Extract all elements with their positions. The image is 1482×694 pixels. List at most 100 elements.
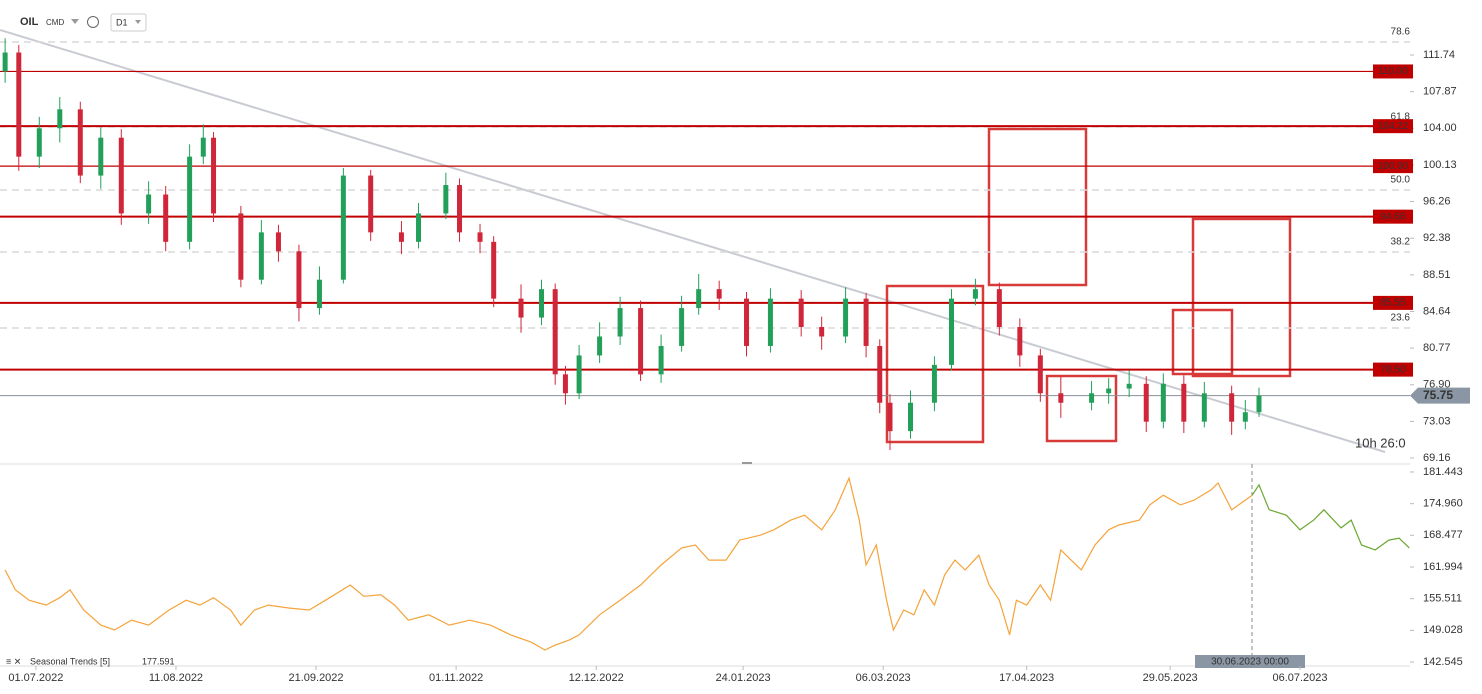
candle-body [597, 336, 603, 356]
fib-label: 38.2 [1391, 237, 1411, 248]
fib-label: 50.0 [1391, 175, 1411, 186]
candle-body [477, 232, 483, 242]
candle-body [258, 232, 264, 280]
y-tick-label: 96.26 [1423, 195, 1451, 207]
market: CMD [46, 18, 64, 27]
candle-body [340, 175, 346, 280]
x-tick-label: 01.07.2022 [8, 672, 63, 684]
level-label: 94.66 [1380, 211, 1405, 222]
y-tick-label: 174.960 [1423, 498, 1463, 510]
candle-body [163, 194, 169, 242]
y-tick-label: 84.64 [1423, 305, 1451, 317]
candle-body [798, 298, 804, 328]
zone-box[interactable] [1171, 308, 1234, 376]
candle-body [457, 185, 463, 233]
level-label-box [1373, 209, 1413, 224]
x-tick-label: 06.03.2023 [856, 672, 911, 684]
indicator-value: 177.591 [142, 656, 175, 666]
indicator-icons[interactable]: ≡ ✕ [6, 656, 21, 666]
level-label-box [1373, 362, 1413, 377]
candle-body [744, 298, 750, 346]
candle-body [16, 52, 22, 157]
candle-body [539, 289, 545, 318]
candle-body [187, 156, 193, 242]
y-tick-label: 80.77 [1423, 342, 1451, 354]
zone-box[interactable] [987, 127, 1088, 287]
candle-body [118, 137, 124, 214]
x-tick-label: 24.01.2023 [716, 672, 771, 684]
candle-body [696, 289, 702, 309]
level-label: 100.00 [1378, 161, 1409, 172]
candle-body [877, 345, 883, 403]
candle-body [443, 185, 449, 214]
fib-label: 78.6 [1391, 27, 1411, 38]
countdown: 10h 26:0 [1355, 435, 1406, 450]
level-label: 104.22 [1378, 121, 1409, 132]
y-tick-label: 111.74 [1423, 49, 1455, 61]
zone-box[interactable] [1191, 217, 1292, 378]
timeframe-button[interactable] [110, 13, 147, 32]
y-tick-label: 142.545 [1423, 656, 1463, 668]
indicator-name: Seasonal Trends [5] [30, 656, 110, 666]
level-label: 110.00 [1378, 66, 1408, 77]
zone-box[interactable] [1045, 374, 1118, 443]
y-tick-label: 181.443 [1423, 466, 1463, 478]
indicator-line [4, 476, 1253, 651]
last-price-arrow [1410, 387, 1470, 404]
crosshair-label-box [1195, 655, 1305, 668]
timeframe[interactable]: D1 [116, 17, 128, 27]
candle-body [1256, 395, 1262, 413]
x-tick-label: 11.08.2022 [149, 672, 203, 684]
candle-body [1229, 393, 1235, 422]
trend-line[interactable] [0, 29, 1386, 453]
candle-body [57, 109, 63, 129]
candle-body [638, 308, 644, 375]
level-label: 85.55 [1380, 298, 1405, 309]
y-tick-label: 92.38 [1423, 232, 1451, 244]
candle-body [843, 298, 849, 337]
level-label-box [1373, 295, 1413, 310]
candle-body [658, 345, 664, 375]
candle-body [296, 251, 302, 309]
candle-body [146, 194, 152, 214]
candle-body [98, 137, 104, 176]
candle-body [238, 213, 244, 280]
candle-body [972, 289, 978, 299]
candle-body [562, 374, 568, 394]
dropdown-arrow[interactable] [71, 19, 79, 24]
zone-box[interactable] [885, 284, 985, 444]
y-tick-label: 107.87 [1423, 86, 1457, 98]
candle-body [1106, 388, 1112, 394]
level-label: 78.50 [1380, 364, 1405, 375]
symbol[interactable]: OIL [20, 16, 39, 28]
level-label-box [1373, 159, 1413, 174]
y-tick-label: 69.16 [1423, 452, 1451, 464]
candle-body [679, 308, 685, 346]
x-tick-label: 29.05.2023 [1143, 672, 1198, 684]
info-icon[interactable] [87, 16, 99, 28]
candle-body [1143, 383, 1149, 422]
y-tick-label: 155.511 [1423, 593, 1462, 605]
y-tick-label: 161.994 [1423, 561, 1463, 573]
candle-body [2, 52, 8, 72]
candle-body [767, 298, 773, 346]
zones [885, 127, 1292, 444]
y-tick-label: 100.13 [1423, 159, 1457, 171]
candle-body [1201, 393, 1207, 422]
candle-body [1058, 393, 1064, 403]
candle-body [1160, 383, 1166, 422]
candle-body [949, 298, 955, 365]
y-tick-label: 88.51 [1423, 269, 1451, 281]
x-tick-label: 01.11.2022 [429, 672, 483, 684]
candle-body [819, 327, 825, 337]
candle-body [576, 355, 582, 394]
candle-body [416, 213, 422, 242]
x-tick-label: 06.07.2023 [1272, 672, 1327, 684]
y-tick-label: 73.03 [1423, 415, 1451, 427]
candle-body [716, 289, 722, 299]
candle-body [996, 289, 1002, 328]
candle-body [275, 232, 281, 252]
candle-body [552, 289, 558, 375]
candle-body [1017, 327, 1023, 356]
